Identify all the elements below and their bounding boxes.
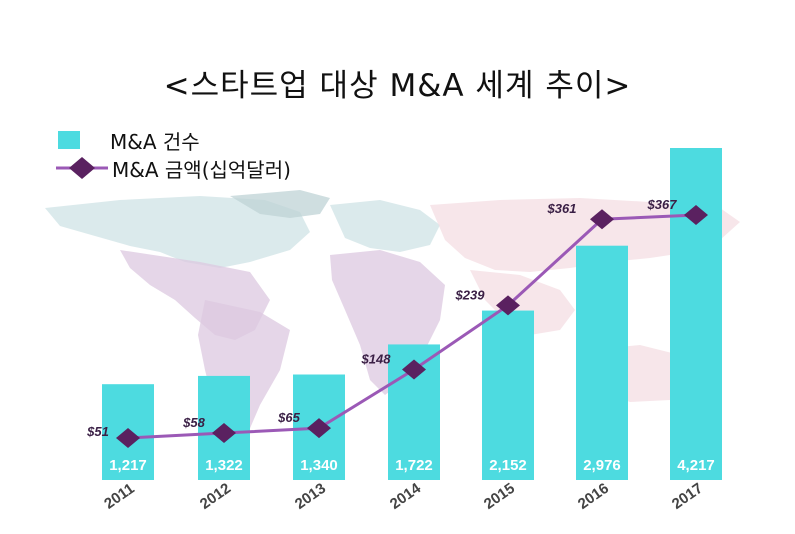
amount-marker-2017 — [684, 205, 708, 225]
legend-item-bar: M&A 건수 — [56, 126, 291, 154]
bar-value-label-2012: 1,322 — [205, 457, 243, 474]
amount-label-2012: $58 — [182, 415, 205, 430]
map-greenland — [230, 190, 330, 218]
amount-label-2013: $65 — [277, 410, 300, 425]
amount-marker-2014 — [402, 359, 426, 380]
line-labels-layer: $51 $58 $65 $148 $239 $361 $367 — [86, 197, 677, 439]
x-tick-2015: 2015 — [481, 480, 518, 513]
amount-marker-2011 — [116, 428, 140, 448]
bar-labels-layer: 1,217 1,322 1,340 1,722 2,152 2,976 4,217 — [109, 457, 715, 474]
x-tick-2016: 2016 — [575, 480, 612, 513]
x-tick-2013: 2013 — [292, 480, 329, 513]
bar-value-label-2015: 2,152 — [489, 457, 527, 474]
amount-marker-2013 — [307, 418, 331, 439]
chart-title: <스타트업 대상 M&A 세계 추이> — [163, 68, 632, 104]
bars-layer — [102, 148, 722, 480]
bar-value-label-2014: 1,722 — [395, 457, 433, 474]
legend-bar-label: M&A 건수 — [110, 129, 200, 154]
amount-marker-2016 — [590, 209, 614, 230]
legend-line-swatch — [56, 157, 108, 179]
bar-value-label-2016: 2,976 — [583, 457, 621, 474]
bar-2017 — [670, 148, 722, 480]
legend-bar-swatch — [58, 131, 80, 149]
legend-line-label: M&A 금액(십억달러) — [112, 157, 291, 182]
bar-value-label-2013: 1,340 — [300, 457, 338, 474]
map-south-asia — [470, 270, 575, 335]
amount-label-2015: $239 — [455, 287, 486, 302]
amount-marker-2015 — [496, 295, 520, 316]
amount-label-2016: $361 — [547, 201, 577, 216]
bar-2015 — [482, 310, 534, 480]
x-axis-ticks: 2011 2012 2013 2014 2015 2016 2017 — [101, 479, 706, 512]
x-tick-2011: 2011 — [101, 480, 137, 513]
line-layer — [116, 205, 708, 448]
legend: M&A 건수 M&A 금액(십억달러) — [56, 126, 291, 182]
bar-value-label-2011: 1,217 — [109, 457, 147, 474]
amount-label-2017: $367 — [647, 197, 678, 212]
bar-2016 — [576, 245, 628, 480]
map-north-america — [45, 196, 310, 268]
x-tick-2012: 2012 — [197, 480, 234, 513]
bar-value-label-2017: 4,217 — [677, 457, 715, 474]
amount-label-2014: $148 — [361, 352, 392, 367]
x-tick-2017: 2017 — [669, 480, 706, 513]
amount-marker-2012 — [212, 423, 236, 444]
map-europe — [330, 200, 440, 252]
x-tick-2014: 2014 — [387, 479, 425, 512]
legend-item-line: M&A 금액(십억달러) — [56, 154, 291, 182]
amount-label-2011: $51 — [86, 424, 109, 439]
